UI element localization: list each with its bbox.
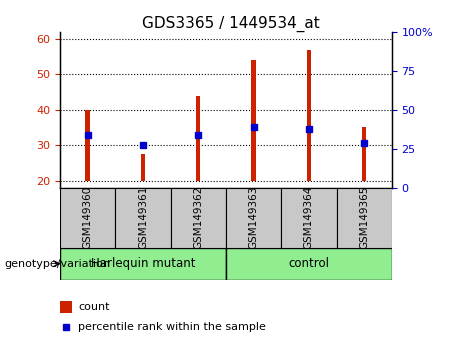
FancyBboxPatch shape: [171, 188, 226, 248]
Text: GSM149361: GSM149361: [138, 186, 148, 250]
Bar: [251, 60, 256, 181]
Text: count: count: [78, 302, 110, 312]
Text: GSM149365: GSM149365: [359, 186, 369, 250]
Bar: [60, 301, 71, 313]
Text: control: control: [289, 257, 329, 270]
FancyBboxPatch shape: [115, 188, 171, 248]
Text: GSM149362: GSM149362: [193, 186, 203, 250]
Text: Harlequin mutant: Harlequin mutant: [91, 257, 195, 270]
Text: genotype/variation: genotype/variation: [5, 259, 111, 269]
FancyBboxPatch shape: [60, 248, 226, 280]
Bar: [85, 110, 90, 181]
Text: GDS3365 / 1449534_at: GDS3365 / 1449534_at: [142, 16, 319, 32]
Text: GSM149360: GSM149360: [83, 186, 93, 249]
FancyBboxPatch shape: [226, 248, 392, 280]
FancyBboxPatch shape: [60, 188, 115, 248]
FancyBboxPatch shape: [226, 188, 281, 248]
FancyBboxPatch shape: [281, 188, 337, 248]
Text: GSM149364: GSM149364: [304, 186, 314, 250]
Bar: [196, 96, 201, 181]
Bar: [362, 127, 366, 181]
Text: GSM149363: GSM149363: [248, 186, 259, 250]
FancyBboxPatch shape: [337, 188, 392, 248]
Text: percentile rank within the sample: percentile rank within the sample: [78, 322, 266, 332]
Bar: [307, 50, 311, 181]
Bar: [141, 154, 145, 181]
